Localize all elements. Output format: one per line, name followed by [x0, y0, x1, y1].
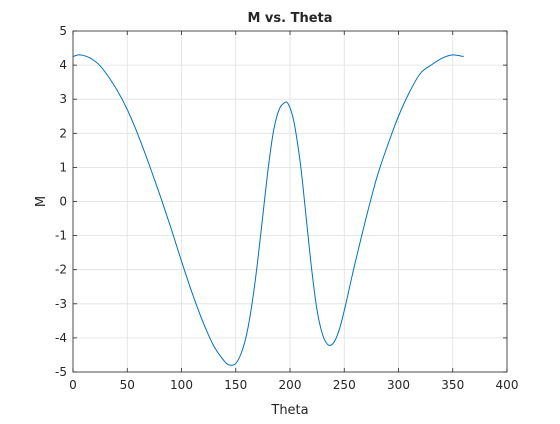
x-tick-label: 100 — [170, 378, 193, 392]
x-tick-label: 250 — [333, 378, 356, 392]
y-tick-label: -2 — [55, 263, 67, 277]
y-tick-label: 1 — [59, 160, 67, 174]
x-axis-label: Theta — [270, 403, 308, 418]
x-tick-label: 400 — [496, 378, 519, 392]
y-tick-label: -4 — [55, 331, 67, 345]
y-axis-label: M — [34, 196, 49, 207]
x-tick-label: 200 — [279, 378, 302, 392]
x-tick-label: 350 — [441, 378, 464, 392]
y-tick-label: 2 — [59, 126, 67, 140]
x-tick-label: 0 — [69, 378, 77, 392]
y-tick-label: 4 — [59, 58, 67, 72]
x-tick-label: 300 — [387, 378, 410, 392]
y-tick-label: -1 — [55, 229, 67, 243]
y-tick-label: -3 — [55, 297, 67, 311]
y-tick-label: -5 — [55, 365, 67, 379]
y-tick-label: 3 — [59, 92, 67, 106]
chart-title: M vs. Theta — [247, 11, 332, 26]
axes-layer: 0 50 100 150 200 250 300 350 400 5 4 3 2 1 0 -1 -2 -3 -4 -5 — [55, 24, 518, 392]
x-tick-label: 50 — [120, 378, 135, 392]
series-line-0 — [72, 54, 464, 366]
y-tick-label: 0 — [59, 195, 67, 209]
x-tick-label: 150 — [224, 378, 247, 392]
y-tick-label: 5 — [59, 24, 67, 38]
series-layer — [72, 54, 464, 366]
